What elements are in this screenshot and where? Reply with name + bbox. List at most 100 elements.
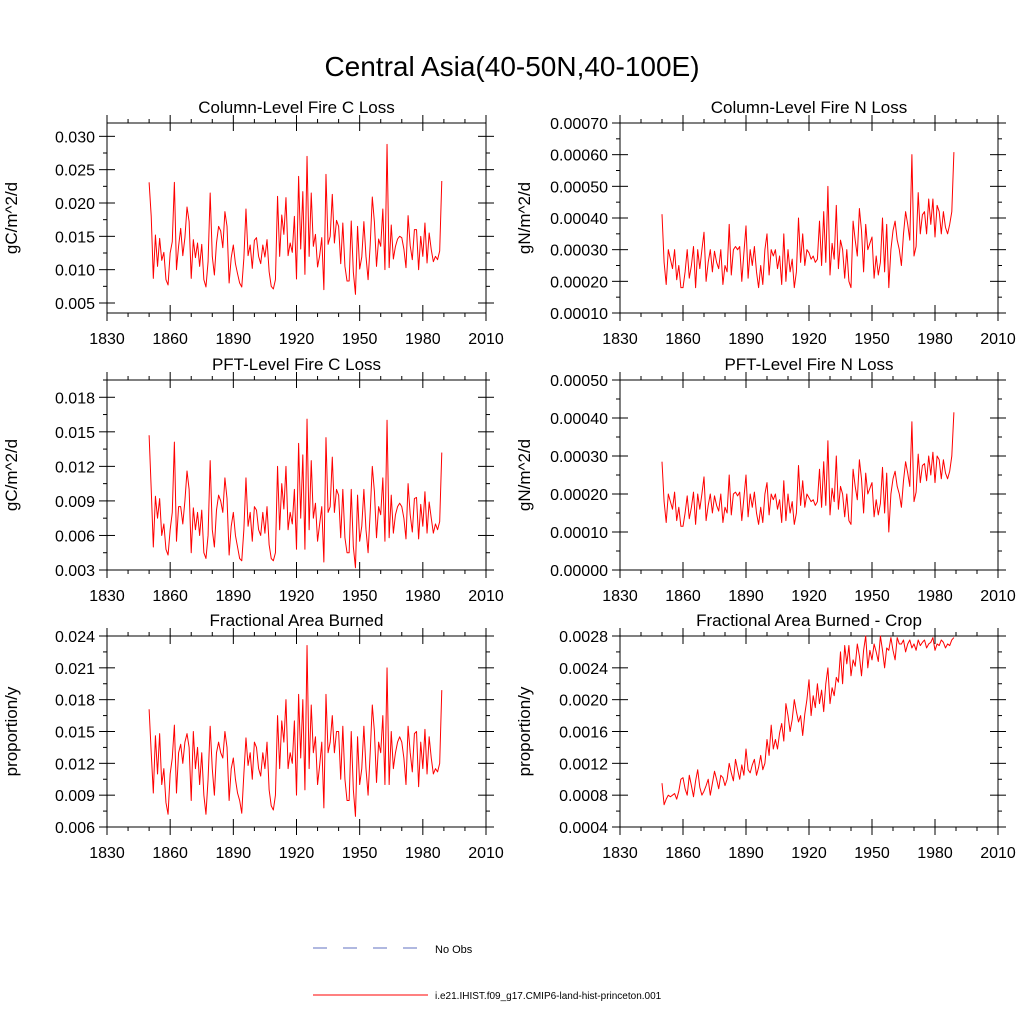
x-tick-label: 1860 <box>152 845 188 862</box>
y-axis-label: proportion/y <box>2 686 21 776</box>
y-tick-label: 0.009 <box>55 494 95 511</box>
x-tick-label: 1830 <box>602 845 638 862</box>
y-tick-label: 0.0012 <box>559 756 608 773</box>
x-tick-label: 1980 <box>917 845 953 862</box>
y-tick-label: 0.005 <box>55 296 95 313</box>
y-tick-label: 0.0024 <box>559 661 608 678</box>
figure-title: Central Asia(40-50N,40-100E) <box>324 51 699 82</box>
y-axis-label: gC/m^2/d <box>2 439 21 511</box>
plot-frame <box>106 122 487 314</box>
y-tick-label: 0.018 <box>55 390 95 407</box>
series-line <box>148 418 443 569</box>
y-axis-label: gN/m^2/d <box>515 439 534 511</box>
y-axis-label: gN/m^2/d <box>515 182 534 254</box>
y-tick-label: 0.030 <box>55 129 95 146</box>
y-tick-label: 0.00060 <box>550 148 608 165</box>
legend-label-model-run: i.e21.IHIST.f09_g17.CMIP6-land-hist-prin… <box>435 991 662 1002</box>
x-tick-label: 1830 <box>89 331 125 348</box>
x-tick-label: 1980 <box>405 331 441 348</box>
y-tick-label: 0.00040 <box>550 211 608 228</box>
x-tick-label: 1950 <box>342 845 378 862</box>
chart-panel-column-fire-c: Column-Level Fire C Loss gC/m^2/d 1830 1860… <box>2 98 504 348</box>
x-tick-label: 1920 <box>279 331 315 348</box>
x-tick-label: 1950 <box>854 845 890 862</box>
x-tick-label: 1890 <box>216 331 252 348</box>
x-tick-label: 1950 <box>342 588 378 605</box>
x-tick-label: 1830 <box>602 331 638 348</box>
y-tick-label: 0.0028 <box>559 629 608 646</box>
chart-panel-area-burned-crop: Fractional Area Burned - Crop proportion/… <box>515 611 1016 862</box>
chart-title: Fractional Area Burned <box>210 611 384 630</box>
x-tick-label: 2010 <box>980 331 1016 348</box>
y-tick-label: 0.006 <box>55 528 95 545</box>
y-tick-label: 0.00040 <box>550 411 608 428</box>
x-tick-label: 1920 <box>279 845 315 862</box>
x-tick-label: 1920 <box>791 588 827 605</box>
y-tick-label: 0.00020 <box>550 487 608 504</box>
x-tick-label: 1980 <box>405 845 441 862</box>
x-tick-label: 1980 <box>917 331 953 348</box>
chart-panel-pft-fire-n: PFT-Level Fire N Loss gN/m^2/d 1830 1860 189… <box>515 355 1016 605</box>
chart-title: Column-Level Fire C Loss <box>198 98 395 117</box>
y-tick-label: 0.018 <box>55 693 95 710</box>
series-line <box>661 412 955 533</box>
y-tick-label: 0.00010 <box>550 306 608 323</box>
x-tick-label: 1920 <box>279 588 315 605</box>
y-tick-label: 0.015 <box>55 425 95 442</box>
x-tick-label: 1890 <box>216 588 252 605</box>
chart-panel-area-burned: Fractional Area Burned proportion/y 1830 18… <box>2 611 504 862</box>
chart-panel-pft-fire-c: PFT-Level Fire C Loss gC/m^2/d 1830 1860 189… <box>2 355 504 605</box>
x-tick-label: 1920 <box>791 845 827 862</box>
series-line <box>148 143 443 295</box>
plot-frame <box>619 122 999 314</box>
x-tick-label: 1860 <box>152 331 188 348</box>
y-tick-label: 0.010 <box>55 263 95 280</box>
x-tick-label: 1860 <box>665 331 701 348</box>
y-tick-label: 0.00000 <box>550 563 608 580</box>
x-tick-label: 2010 <box>980 845 1016 862</box>
x-tick-label: 1860 <box>665 588 701 605</box>
y-tick-label: 0.0008 <box>559 788 608 805</box>
y-tick-label: 0.00030 <box>550 449 608 466</box>
x-tick-label: 1980 <box>917 588 953 605</box>
y-tick-label: 0.00050 <box>550 179 608 196</box>
y-tick-label: 0.0004 <box>559 820 608 837</box>
y-tick-label: 0.00070 <box>550 116 608 133</box>
y-tick-label: 0.015 <box>55 229 95 246</box>
series-line <box>661 635 955 806</box>
y-tick-label: 0.003 <box>55 563 95 580</box>
x-tick-label: 1890 <box>728 845 764 862</box>
x-tick-label: 1860 <box>152 588 188 605</box>
series-line <box>148 645 443 817</box>
chart-title: Column-Level Fire N Loss <box>711 98 908 117</box>
y-tick-label: 0.020 <box>55 196 95 213</box>
series-line <box>661 152 955 289</box>
y-tick-label: 0.012 <box>55 459 95 476</box>
x-tick-label: 1830 <box>89 845 125 862</box>
y-tick-label: 0.021 <box>55 661 95 678</box>
x-tick-label: 1890 <box>216 845 252 862</box>
y-tick-label: 0.0016 <box>559 725 608 742</box>
x-tick-label: 1950 <box>854 331 890 348</box>
y-tick-label: 0.024 <box>55 629 95 646</box>
y-tick-label: 0.015 <box>55 725 95 742</box>
chart-title: Fractional Area Burned - Crop <box>696 611 922 630</box>
y-tick-label: 0.00020 <box>550 274 608 291</box>
x-tick-label: 1920 <box>791 331 827 348</box>
x-tick-label: 2010 <box>468 845 504 862</box>
x-tick-label: 2010 <box>980 588 1016 605</box>
x-tick-label: 1980 <box>405 588 441 605</box>
chart-title: PFT-Level Fire C Loss <box>212 355 381 374</box>
x-tick-label: 1950 <box>854 588 890 605</box>
y-tick-label: 0.00050 <box>550 373 608 390</box>
x-tick-label: 1860 <box>665 845 701 862</box>
y-axis-label: proportion/y <box>515 686 534 776</box>
y-tick-label: 0.009 <box>55 788 95 805</box>
legend-label-no-obs: No Obs <box>435 944 473 956</box>
x-tick-label: 1830 <box>89 588 125 605</box>
y-tick-label: 0.025 <box>55 163 95 180</box>
x-tick-label: 1950 <box>342 331 378 348</box>
y-tick-label: 0.00030 <box>550 243 608 260</box>
chart-panel-column-fire-n: Column-Level Fire N Loss gN/m^2/d 1830 1860… <box>515 98 1016 348</box>
